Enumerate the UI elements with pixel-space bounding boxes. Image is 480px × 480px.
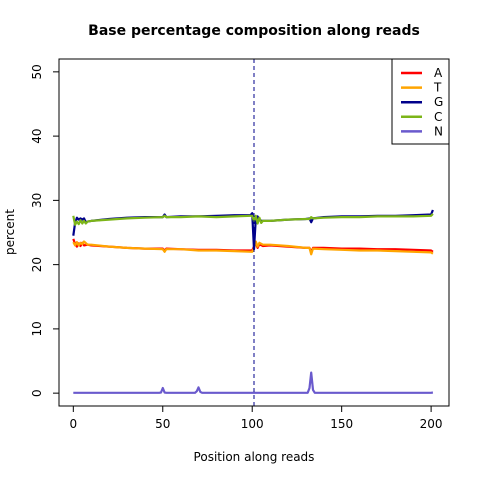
legend-label-a: A xyxy=(434,66,443,80)
plot-frame xyxy=(58,58,450,407)
series-line-n xyxy=(73,371,434,394)
x-axis-label: Position along reads xyxy=(194,450,315,464)
x-tick-label: 50 xyxy=(155,417,170,431)
legend-label-c: C xyxy=(434,110,442,124)
series-lines xyxy=(72,209,434,394)
x-tick-label: 0 xyxy=(69,417,77,431)
x-tick-label: 150 xyxy=(330,417,353,431)
x-tick-label: 200 xyxy=(420,417,443,431)
legend-label-g: G xyxy=(434,95,443,109)
chart-title: Base percentage composition along reads xyxy=(88,23,420,39)
y-tick-label: 50 xyxy=(30,64,44,79)
series-line-t xyxy=(72,240,434,256)
y-tick-label: 40 xyxy=(30,128,44,143)
y-axis: 0 10 20 30 40 50 xyxy=(30,64,59,397)
x-tick-label: 100 xyxy=(241,417,264,431)
legend-label-t: T xyxy=(433,81,442,95)
y-tick-label: 0 xyxy=(30,389,44,397)
y-axis-label: percent xyxy=(3,209,17,255)
y-tick-label: 20 xyxy=(30,257,44,272)
y-tick-label: 10 xyxy=(30,321,44,336)
legend-label-n: N xyxy=(434,124,443,138)
y-tick-label: 30 xyxy=(30,193,44,208)
x-axis: 0 50 100 150 200 xyxy=(69,406,443,431)
series-line-c xyxy=(72,213,434,226)
